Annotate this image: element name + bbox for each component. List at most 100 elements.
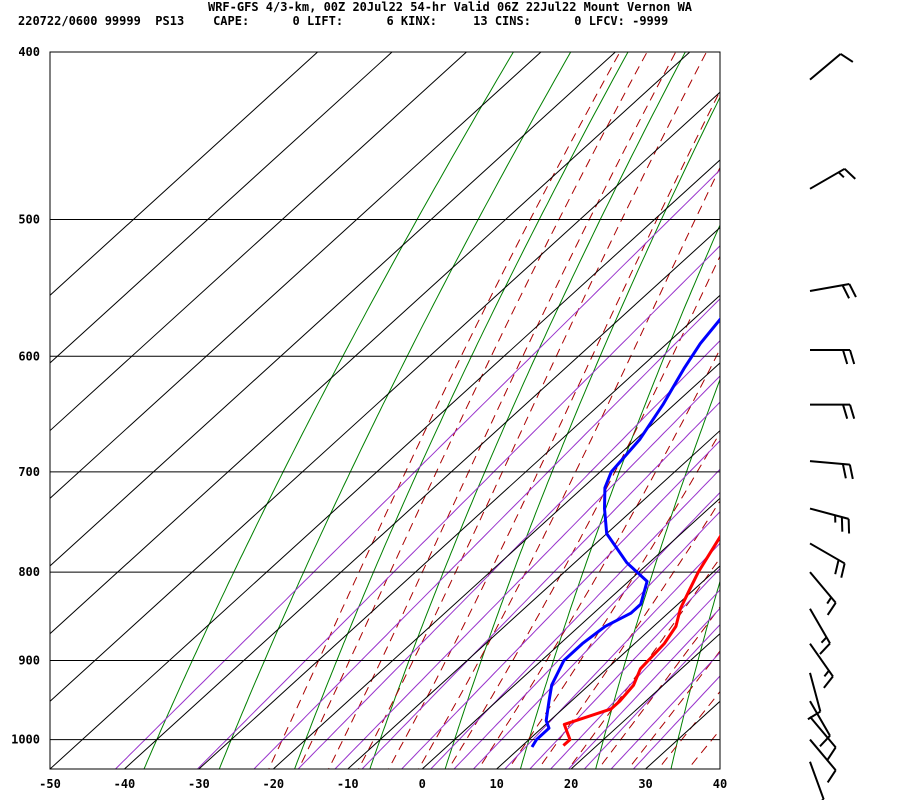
mixing-ratio-line <box>401 440 720 769</box>
moist-adiabat-line <box>357 52 707 769</box>
moist-adiabat-line <box>477 348 720 769</box>
moist-adiabat-line <box>567 557 720 769</box>
y-tick-label: 500 <box>18 212 40 226</box>
isotherms <box>50 52 720 769</box>
wind-barb <box>809 716 837 761</box>
y-tick-label: 800 <box>18 565 40 579</box>
dry-adiabat-line <box>369 52 686 769</box>
moist-adiabat-line <box>687 729 720 769</box>
x-tick-label: 30 <box>638 777 652 791</box>
wind-barb <box>809 738 837 783</box>
moist-adiabat-line <box>328 52 677 769</box>
isotherm-line <box>570 632 720 769</box>
mixing-ratio-line <box>361 401 720 769</box>
moist-adiabat-line <box>507 431 720 769</box>
y-tick-label: 900 <box>18 654 40 668</box>
plot-frame <box>49 51 721 770</box>
moist-adiabat-line <box>447 255 720 769</box>
mixing-ratio-line <box>334 375 720 769</box>
dry-adiabats <box>143 52 900 769</box>
x-tick-label: -40 <box>114 777 136 791</box>
moist-adiabat-line <box>717 765 720 769</box>
wind-barb <box>809 167 856 190</box>
mixing-ratio-line <box>115 169 720 769</box>
isotherm-line <box>50 52 393 364</box>
moist-adiabat-line <box>268 52 621 769</box>
wind-barb <box>807 672 822 721</box>
moist-adiabat-line <box>387 90 720 769</box>
mixing-ratio-line <box>568 607 720 769</box>
isotherm-line <box>198 294 720 769</box>
dry-adiabat-line <box>822 52 900 769</box>
dry-adiabat-line <box>595 378 720 769</box>
isotherm-line <box>50 91 720 702</box>
y-tick-label: 400 <box>18 45 40 59</box>
isotherm-line <box>50 159 720 769</box>
x-tick-label: 40 <box>713 777 727 791</box>
wind-barb <box>809 507 851 534</box>
x-tick-label: -30 <box>188 777 210 791</box>
moist-adiabat-line <box>298 52 648 769</box>
mixing-ratio-line <box>633 675 720 769</box>
wind-barb <box>809 283 857 299</box>
dry-adiabat-line <box>218 52 572 769</box>
x-tick-label: -10 <box>337 777 359 791</box>
wind-barbs <box>807 53 857 800</box>
x-tick-label: 20 <box>564 777 578 791</box>
isotherm-line <box>124 226 720 769</box>
mixing-ratio-line <box>430 468 720 769</box>
mixing-ratio-line <box>297 339 720 769</box>
temperature-profile <box>562 534 720 747</box>
wind-barb <box>810 403 856 419</box>
isotherm-line <box>50 52 467 432</box>
y-tick-label: 700 <box>18 465 40 479</box>
y-tick-labels: 400 500 600 700 800 900 1000 <box>11 45 40 747</box>
wind-barb <box>809 571 837 616</box>
mixing-ratio-line <box>453 491 720 769</box>
isotherm-line <box>645 700 720 769</box>
wind-barb <box>809 643 834 689</box>
mixing-ratio-line <box>473 511 720 769</box>
wind-barb <box>809 761 825 800</box>
mixing-ratio-line <box>610 651 720 769</box>
x-tick-label: -50 <box>39 777 61 791</box>
wind-barb <box>809 608 831 655</box>
sounding-series <box>530 317 720 748</box>
y-tick-label: 1000 <box>11 733 40 747</box>
mixing-ratio-line <box>253 298 720 769</box>
wind-barb <box>809 460 854 480</box>
isotherm-line <box>50 52 616 567</box>
moist-adiabat-line <box>597 606 720 769</box>
wind-barb <box>809 542 846 578</box>
mixing-ratio-line <box>197 245 720 769</box>
mixing-ratio-line <box>529 567 720 769</box>
dry-adiabat-line <box>670 579 720 769</box>
x-tick-label: 10 <box>489 777 503 791</box>
dewpoint-profile <box>530 317 720 748</box>
isotherm-line <box>421 497 720 769</box>
mixing-ratio-line <box>504 542 720 769</box>
wind-barb <box>809 53 854 81</box>
chart-indices-line: 220722/0600 99999 PS13 CAPE: 0 LIFT: 6 K… <box>18 14 669 28</box>
isotherm-line <box>347 429 720 769</box>
isotherm-line <box>50 52 318 296</box>
y-tick-label: 600 <box>18 349 40 363</box>
wind-barb <box>810 348 856 365</box>
x-tick-label: -20 <box>262 777 284 791</box>
isotherm-line <box>50 52 542 499</box>
isotherm-line <box>272 362 720 769</box>
dry-adiabat-line <box>143 52 514 769</box>
moist-adiabats <box>268 52 720 769</box>
chart-title: WRF-GFS 4/3-km, 00Z 20Jul22 54-hr Valid … <box>207 0 693 14</box>
x-tick-labels: -50 -40 -30 -20 -10 0 10 20 30 40 <box>39 777 727 791</box>
mixing-ratio-line <box>550 589 720 769</box>
isotherm-line <box>496 565 720 769</box>
x-tick-label: 0 <box>419 777 426 791</box>
mixing-ratio-lines <box>115 169 720 769</box>
moist-adiabat-line <box>417 166 720 769</box>
dry-adiabat-line <box>444 96 720 769</box>
isotherm-line <box>50 52 691 635</box>
isotherm-line <box>719 768 720 769</box>
dry-adiabat-line <box>294 52 629 769</box>
